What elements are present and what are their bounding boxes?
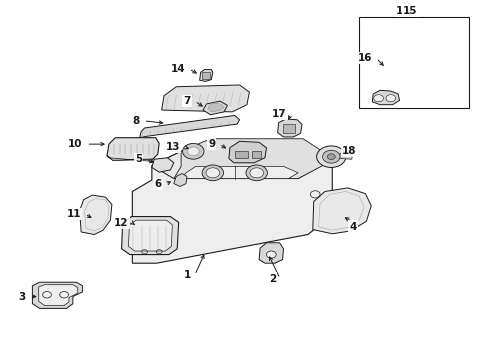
Text: 18: 18	[342, 145, 356, 156]
Text: 12: 12	[114, 218, 128, 228]
Polygon shape	[152, 158, 173, 172]
Text: 13: 13	[165, 142, 180, 152]
Polygon shape	[173, 174, 186, 186]
Circle shape	[373, 95, 383, 102]
Bar	[201, 72, 210, 79]
Text: 2: 2	[268, 274, 276, 284]
Text: 17: 17	[272, 109, 286, 119]
Circle shape	[187, 147, 199, 156]
Polygon shape	[161, 85, 249, 112]
Circle shape	[249, 168, 263, 178]
Text: 9: 9	[208, 139, 215, 149]
Text: 3: 3	[19, 292, 26, 302]
Polygon shape	[371, 90, 399, 105]
Polygon shape	[152, 151, 322, 179]
Circle shape	[245, 165, 267, 181]
Circle shape	[316, 146, 345, 167]
Bar	[282, 124, 294, 133]
Polygon shape	[80, 195, 112, 234]
Polygon shape	[128, 220, 172, 251]
Circle shape	[60, 292, 68, 298]
Polygon shape	[228, 141, 266, 163]
Circle shape	[322, 150, 339, 163]
Text: 11: 11	[66, 209, 81, 219]
Polygon shape	[312, 188, 370, 234]
Circle shape	[182, 143, 203, 159]
Polygon shape	[277, 119, 302, 137]
Polygon shape	[173, 139, 322, 179]
Polygon shape	[207, 103, 224, 112]
Bar	[251, 150, 260, 158]
Text: 8: 8	[132, 116, 140, 126]
Polygon shape	[338, 153, 352, 159]
Text: 15: 15	[402, 6, 417, 16]
Polygon shape	[132, 151, 331, 263]
Text: 10: 10	[68, 139, 82, 149]
Circle shape	[202, 165, 223, 181]
Text: 14: 14	[170, 64, 184, 74]
Polygon shape	[199, 69, 212, 81]
Bar	[234, 150, 248, 158]
Text: 6: 6	[154, 179, 161, 189]
Polygon shape	[107, 156, 153, 161]
Circle shape	[266, 251, 276, 258]
Text: 1: 1	[183, 270, 190, 280]
Circle shape	[327, 154, 334, 159]
Polygon shape	[140, 116, 239, 138]
Text: 16: 16	[357, 53, 371, 63]
Polygon shape	[39, 285, 78, 306]
Polygon shape	[181, 166, 298, 179]
Circle shape	[385, 95, 395, 102]
Circle shape	[42, 292, 51, 298]
Polygon shape	[259, 243, 283, 263]
Polygon shape	[107, 138, 159, 160]
Polygon shape	[122, 217, 178, 255]
Bar	[358, 17, 468, 108]
Polygon shape	[203, 101, 227, 115]
Circle shape	[205, 168, 219, 178]
Text: 5: 5	[135, 154, 142, 164]
Text: 15: 15	[395, 6, 409, 16]
Text: 4: 4	[348, 222, 356, 231]
Polygon shape	[32, 282, 82, 309]
Text: 7: 7	[183, 96, 190, 106]
